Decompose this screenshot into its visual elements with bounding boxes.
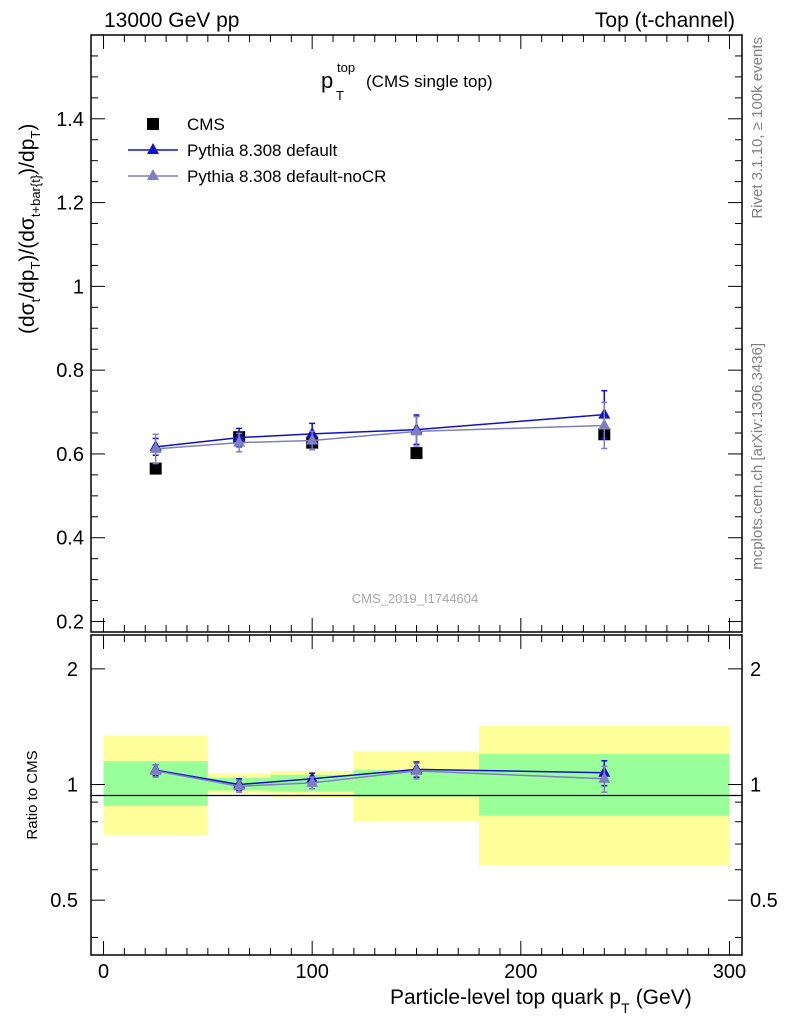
legend-marker-triangle-nocr — [147, 169, 159, 180]
data-point-square — [149, 462, 162, 475]
x-axis-label-text: Particle-level top quark pT (GeV) — [390, 986, 692, 1016]
plot-title-sup: top — [337, 60, 355, 75]
plot-title-paren: (CMS single top) — [366, 72, 493, 91]
legend-marker-square — [147, 118, 159, 130]
plot-title-sub: T — [336, 88, 344, 103]
ratio-series-1 — [149, 762, 611, 793]
ratio-y-tick-label-right: 1 — [750, 775, 761, 797]
x-tick-label: 0 — [98, 961, 109, 983]
legend-entry-nocr: Pythia 8.308 default-noCR — [128, 167, 386, 186]
legend-label-nocr: Pythia 8.308 default-noCR — [187, 167, 386, 186]
data-point-triangle — [598, 418, 611, 430]
main-y-tick-label: 0.2 — [56, 612, 84, 634]
main-y-tick-label: 1 — [73, 276, 84, 298]
legend-label-cms: CMS — [187, 115, 225, 134]
series-2 — [149, 401, 611, 465]
main-y-tick-label: 1.2 — [56, 193, 84, 215]
ratio-y-tick-label-right: 0.5 — [750, 890, 778, 912]
ratio-point-triangle — [598, 771, 611, 783]
mcplots-label: mcplots.cern.ch [arXiv:1306.3436] — [749, 343, 766, 570]
data-point-square — [410, 447, 423, 460]
x-tick-label: 200 — [504, 961, 537, 983]
data-point-triangle — [233, 435, 246, 447]
header-left: 13000 GeV pp — [104, 9, 239, 32]
plot-title: p top T (CMS single top) — [321, 60, 493, 103]
legend-entry-default: Pythia 8.308 default — [128, 141, 338, 160]
x-axis-label: Particle-level top quark pT (GeV) — [390, 986, 692, 1016]
ratio-panel: 0.5 0.5 1 1 2 2 0 100 200 300 — [50, 634, 778, 983]
ratio-y-tick-label: 2 — [67, 659, 78, 681]
header-right: Top (t-channel) — [595, 9, 735, 32]
rivet-label: Rivet 3.1.10, ≥ 100k events — [749, 37, 766, 219]
ratio-y-axis-label: Ratio to CMS — [24, 750, 41, 839]
legend-entry-cms: CMS — [147, 115, 225, 134]
ratio-y-tick-label-right: 2 — [750, 659, 761, 681]
main-y-tick-label: 0.6 — [56, 444, 84, 466]
ratio-point-triangle — [306, 775, 319, 787]
main-y-tick-label: 1.4 — [56, 109, 84, 131]
ratio-y-tick-label: 0.5 — [50, 890, 78, 912]
ratio-point-triangle — [410, 763, 423, 775]
data-point-triangle — [410, 424, 423, 436]
main-panel: 0.2 0.4 0.6 0.8 1 1.2 1.4 — [56, 34, 743, 634]
main-y-tick-label: 0.8 — [56, 360, 84, 382]
x-tick-label: 100 — [295, 961, 328, 983]
plot-title-main: p — [321, 68, 333, 93]
legend-marker-triangle-default — [147, 143, 159, 154]
series-line — [155, 413, 605, 448]
data-point-triangle — [306, 433, 319, 445]
legend-label-default: Pythia 8.308 default — [187, 141, 338, 160]
series-line — [155, 424, 605, 450]
series-1 — [149, 389, 611, 456]
main-y-tick-label: 0.4 — [56, 528, 84, 550]
legend: CMS Pythia 8.308 default Pythia 8.308 de… — [128, 115, 386, 186]
x-tick-label: 300 — [713, 961, 746, 983]
main-y-axis-label: (dσt/dpT)/(dσt+bar{t})/dpT) — [16, 124, 43, 334]
data-point-triangle — [149, 441, 162, 453]
analysis-watermark: CMS_2019_I1744604 — [352, 591, 479, 606]
ratio-point-triangle — [233, 779, 246, 791]
ratio-y-tick-label: 1 — [67, 775, 78, 797]
ratio-point-triangle — [149, 763, 162, 775]
